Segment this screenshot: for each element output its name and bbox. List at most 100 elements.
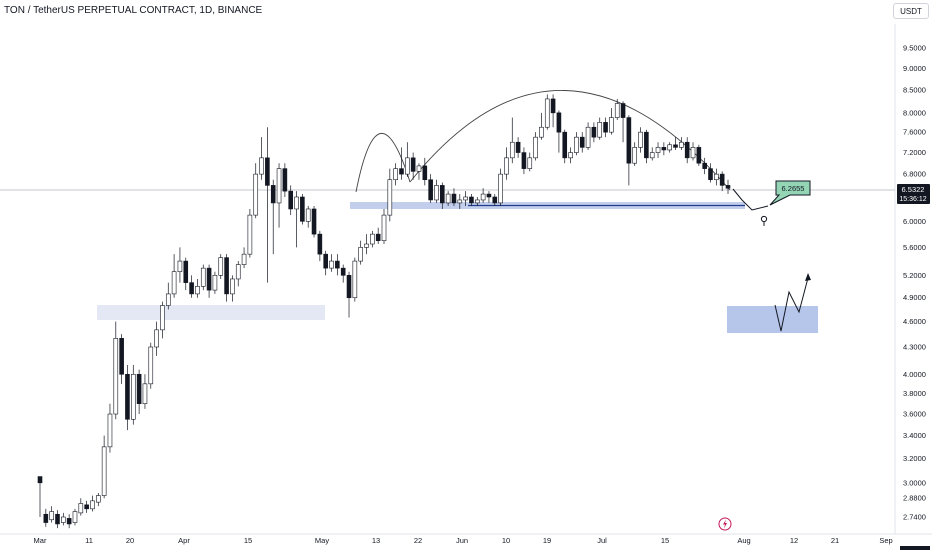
candle: [43, 508, 49, 527]
lightbulb-icon: [760, 215, 768, 226]
price-tick: 6.8000: [903, 170, 926, 179]
time-tick: 15: [661, 536, 669, 545]
candle: [288, 185, 294, 216]
candle: [457, 194, 463, 209]
candle: [661, 142, 667, 156]
candle: [393, 163, 398, 186]
candle: [486, 191, 492, 203]
time-tick: 12: [790, 536, 798, 545]
candle: [626, 115, 632, 186]
time-tick: 22: [414, 536, 422, 545]
candle: [579, 132, 585, 153]
candle: [78, 498, 84, 516]
candle: [142, 374, 148, 409]
candle: [474, 196, 480, 206]
candle: [165, 282, 171, 310]
candle: [690, 142, 696, 161]
candle: [719, 171, 725, 192]
candle: [649, 147, 655, 161]
price-tick: 9.5000: [903, 44, 926, 53]
candle: [154, 321, 159, 356]
price-tick: 4.3000: [903, 343, 926, 352]
candle: [498, 168, 503, 206]
candle: [463, 191, 468, 206]
candle: [515, 137, 521, 158]
projection-line: [732, 188, 769, 211]
scroll-handle[interactable]: [900, 546, 930, 550]
chart-title: TON / TetherUS PERPETUAL CONTRACT, 1D, B…: [4, 5, 263, 16]
candle: [609, 108, 614, 135]
candle: [655, 142, 661, 158]
candle: [568, 147, 573, 164]
candle: [550, 94, 556, 128]
candle: [539, 112, 544, 140]
time-tick: Sep: [879, 536, 892, 545]
price-axis: 9.5000 9.0000 8.5000 8.0000 7.6000 7.2000 6.80…: [903, 44, 926, 522]
time-tick: 21: [831, 536, 839, 545]
price-callout[interactable]: 6.2655: [769, 180, 811, 206]
candle: [387, 168, 393, 222]
candle: [311, 205, 317, 238]
candle: [183, 257, 189, 291]
candle: [189, 275, 194, 298]
candle: [305, 205, 311, 228]
candle: [422, 157, 428, 186]
currency-button[interactable]: USDT: [893, 3, 929, 19]
candle: [177, 247, 183, 283]
candle: [620, 101, 626, 143]
candle: [270, 179, 276, 255]
time-tick: May: [315, 536, 329, 545]
candle: [113, 321, 119, 420]
time-axis: Mar 11 20 Apr 15 May 13 22 Jun 10 19 Jul 15 Aug 12 21 Se…: [34, 536, 893, 545]
candle: [714, 168, 719, 186]
candle: [329, 254, 334, 272]
candle: [125, 364, 130, 431]
candle: [294, 191, 299, 248]
candle: [370, 230, 375, 248]
price-tick: 3.0000: [903, 478, 926, 487]
candle: [282, 163, 288, 197]
candle: [399, 147, 404, 180]
candle: [90, 495, 95, 512]
candle: [673, 137, 678, 150]
time-tick: 11: [85, 536, 93, 545]
candle: [49, 506, 54, 523]
candle: [405, 142, 410, 177]
candle: [644, 129, 649, 164]
candle: [434, 179, 439, 203]
candle: [61, 512, 66, 526]
candle: [224, 254, 229, 302]
time-tick: Apr: [178, 536, 190, 545]
candle: [708, 163, 713, 183]
lightning-icon[interactable]: [718, 517, 732, 531]
candle: [335, 254, 340, 276]
candle: [212, 271, 218, 294]
candle: [428, 174, 433, 203]
countdown: 15:36:12: [899, 196, 926, 203]
candle: [206, 264, 212, 298]
price-tick: 2.7400: [903, 513, 926, 522]
price-tick: 7.6000: [903, 128, 926, 137]
candle: [340, 264, 346, 283]
time-tick: 20: [126, 536, 134, 545]
candle: [521, 147, 527, 175]
large-arc: [409, 90, 731, 191]
price-tick: 8.5000: [903, 85, 926, 94]
candle: [230, 275, 235, 302]
candle: [410, 152, 416, 180]
candle: [679, 137, 684, 150]
callout-price: 6.2655: [782, 184, 805, 193]
candle: [352, 257, 358, 302]
candle: [160, 301, 165, 339]
candle: [148, 342, 154, 389]
candle: [119, 334, 124, 384]
candle: [638, 127, 643, 153]
candle: [702, 157, 707, 175]
candle: [84, 500, 89, 513]
candle: [276, 163, 282, 228]
time-tick: 15: [244, 536, 252, 545]
candle: [480, 188, 486, 203]
price-tick: 9.0000: [903, 64, 926, 73]
candle: [195, 278, 200, 298]
